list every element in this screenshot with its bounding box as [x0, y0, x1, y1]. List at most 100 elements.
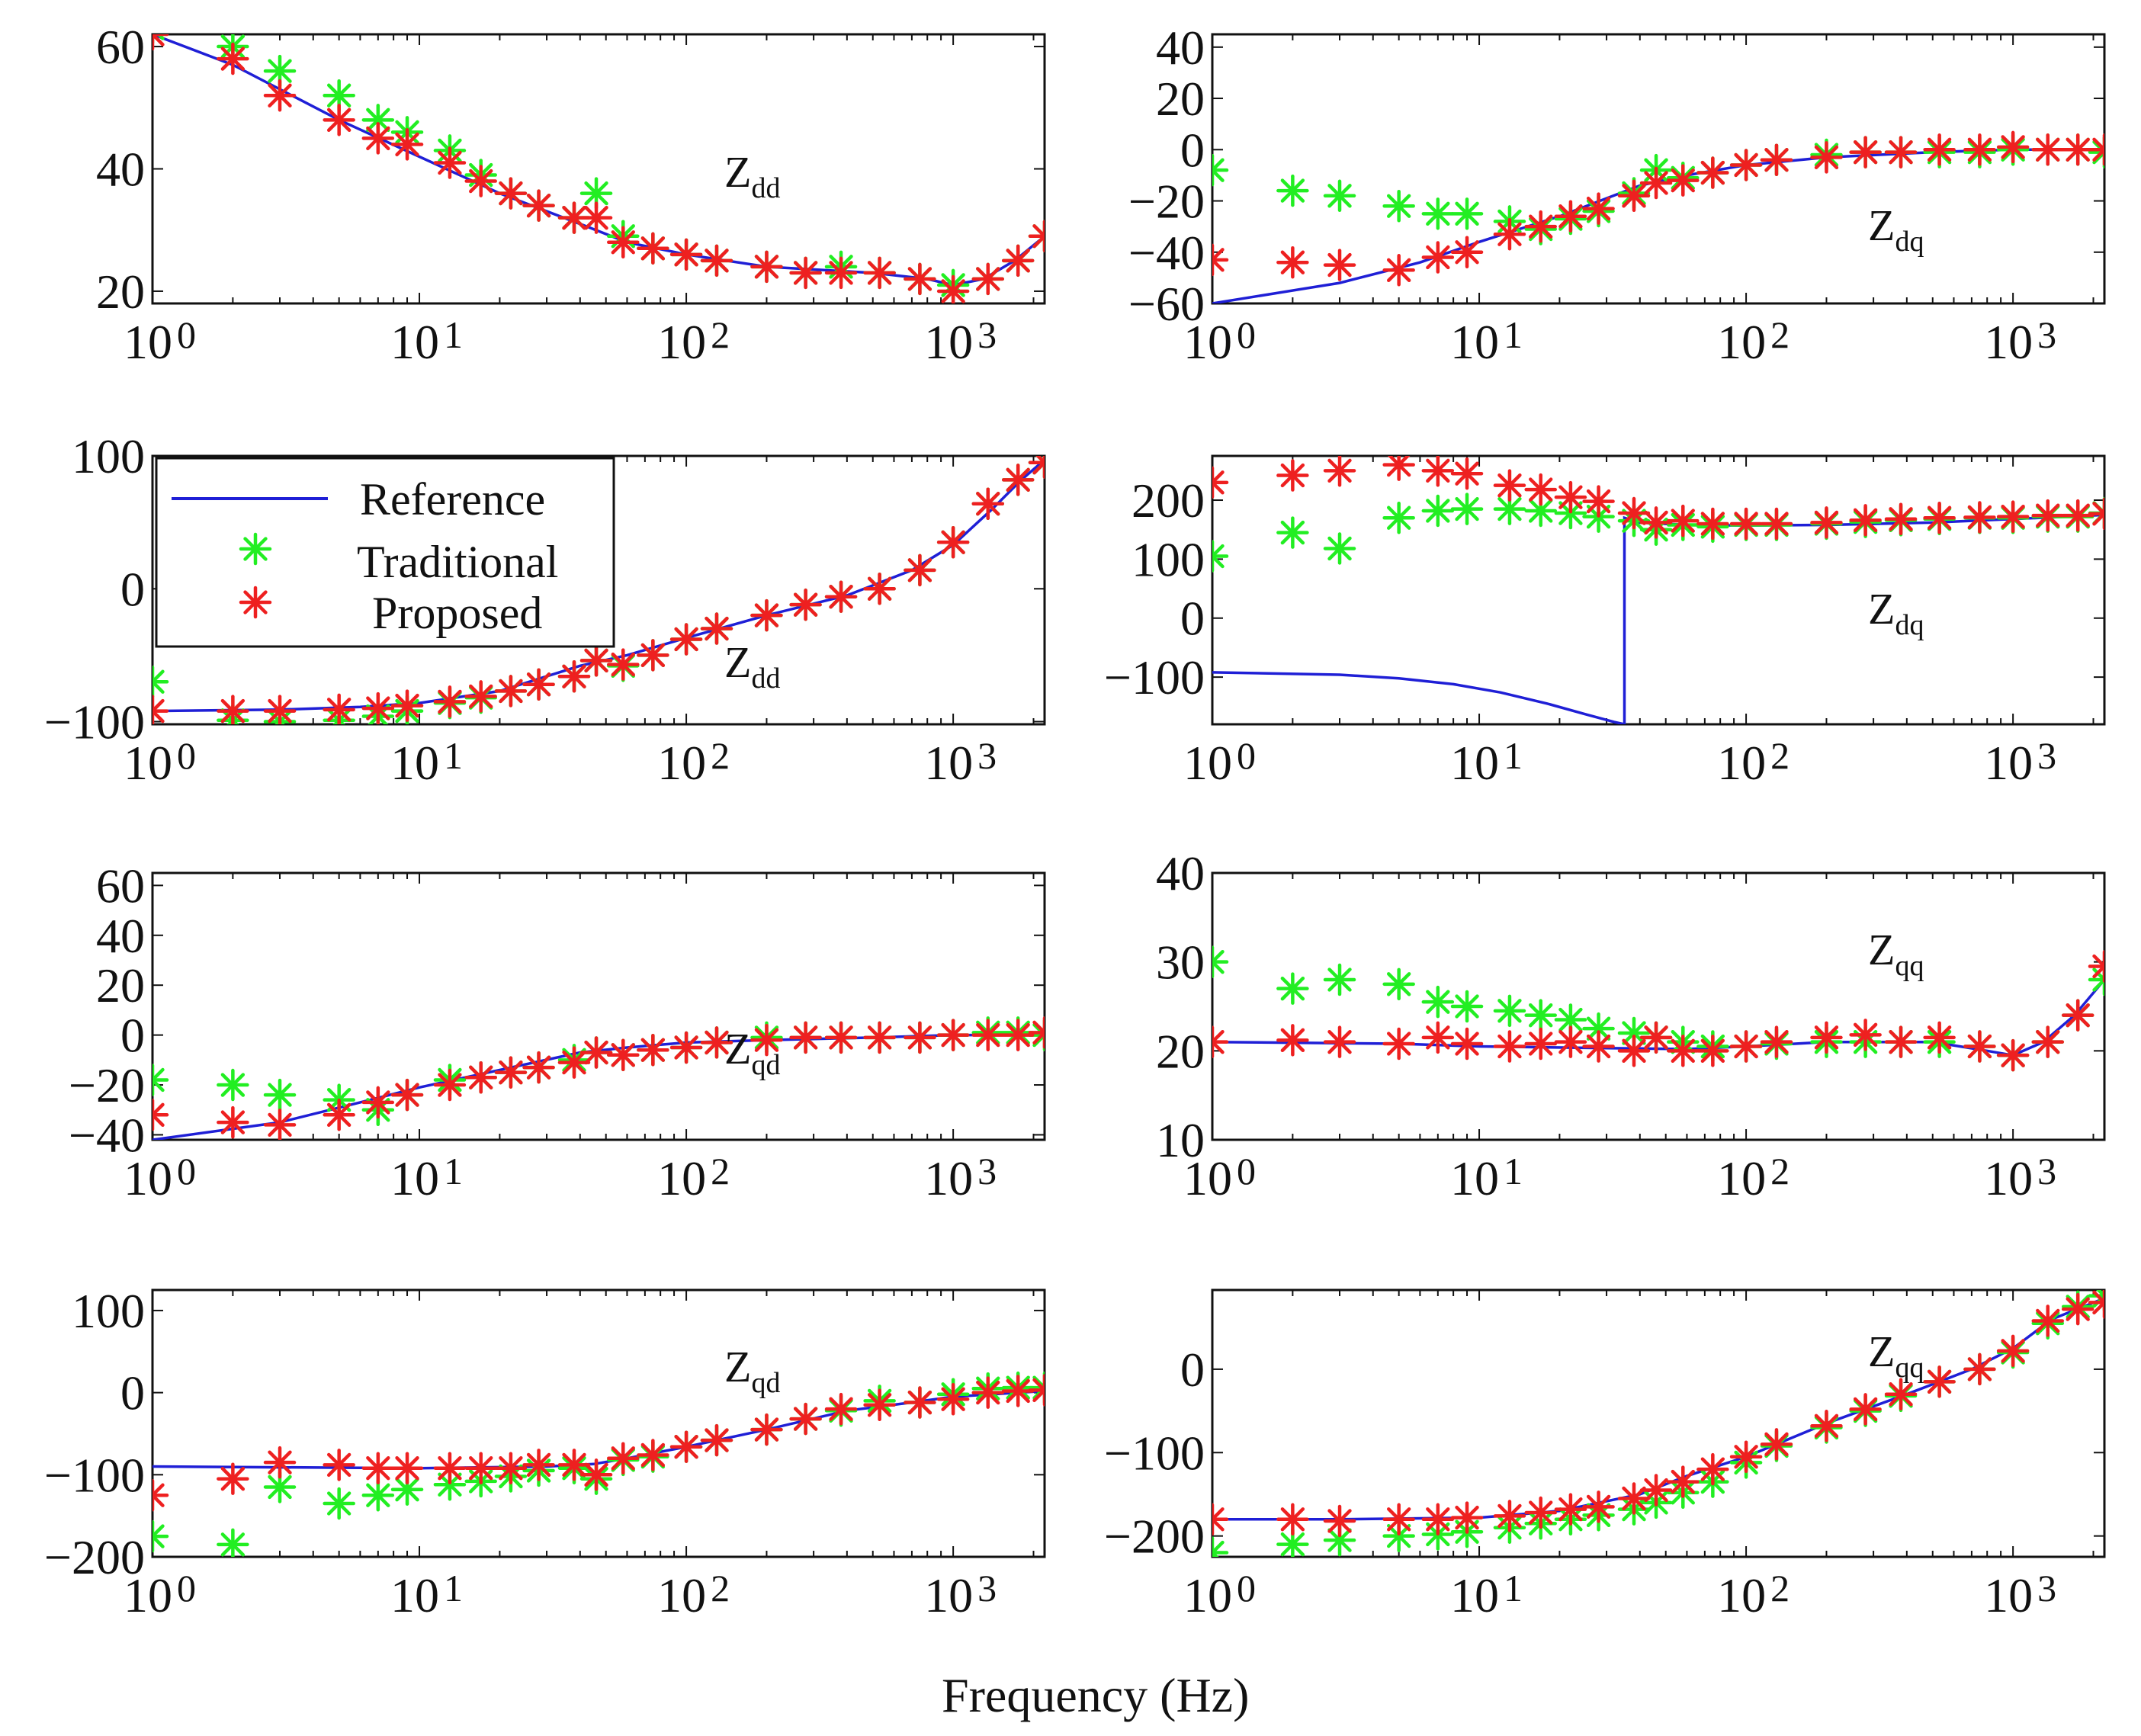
marker-proposed: [2061, 999, 2094, 1032]
marker-proposed: [263, 79, 297, 112]
marker-proposed: [1276, 245, 1309, 279]
marker-proposed: [2031, 133, 2065, 166]
marker-proposed: [494, 1056, 528, 1089]
marker-proposed: [1524, 210, 1557, 243]
marker-proposed: [789, 256, 822, 290]
marker-traditional: [1276, 516, 1309, 549]
y-tick-label: 100: [72, 1284, 145, 1338]
marker-proposed: [1382, 254, 1415, 287]
marker-proposed: [607, 1038, 640, 1072]
marker-proposed: [1323, 1504, 1356, 1538]
marker-proposed: [361, 1086, 395, 1119]
x-tick-exponent: 2: [711, 313, 730, 356]
marker-proposed: [1760, 1025, 1793, 1058]
marker-proposed: [637, 1439, 669, 1471]
y-tick-label: 60: [96, 858, 145, 913]
marker-proposed: [1582, 1491, 1615, 1523]
marker-proposed: [904, 1386, 936, 1419]
marker-proposed: [522, 1051, 555, 1084]
marker-proposed: [1617, 496, 1651, 530]
x-tick-label: 10: [657, 1151, 706, 1205]
marker-proposed: [637, 639, 669, 672]
marker-proposed: [1849, 136, 1882, 168]
x-tick-label: 10: [1717, 1151, 1766, 1205]
marker-proposed: [1696, 1452, 1729, 1486]
marker-traditional: [1450, 493, 1484, 525]
x-tick-label: 10: [1984, 315, 2033, 369]
marker-proposed: [1810, 1021, 1843, 1054]
marker-proposed: [217, 695, 249, 724]
x-tick-label: 10: [1717, 736, 1766, 790]
marker-proposed: [1639, 166, 1673, 200]
marker-traditional: [1421, 494, 1455, 528]
marker-proposed: [1028, 220, 1045, 252]
marker-proposed: [1849, 504, 1882, 537]
marker-proposed: [1696, 156, 1729, 189]
panel-title: Zdq: [1868, 584, 1924, 641]
marker-proposed: [1639, 506, 1673, 539]
x-tick-exponent: 1: [1504, 1567, 1523, 1609]
legend-traditional-star: [239, 532, 272, 566]
marker-proposed: [464, 680, 497, 713]
marker-traditional: [1582, 1012, 1615, 1045]
marker-proposed: [1923, 1021, 1956, 1054]
marker-proposed: [433, 146, 467, 179]
marker-proposed: [1729, 1440, 1763, 1473]
marker-proposed: [2061, 1292, 2094, 1326]
y-tick-label: 40: [1156, 846, 1205, 900]
marker-traditional: [1212, 540, 1229, 573]
x-tick-label: 10: [124, 315, 172, 369]
marker-proposed: [1028, 1374, 1045, 1407]
marker-proposed: [464, 1452, 497, 1484]
marker-proposed: [1996, 1334, 2030, 1368]
marker-traditional: [1276, 972, 1309, 1005]
axes-box: [151, 1288, 1046, 1558]
marker-proposed: [433, 1452, 467, 1484]
marker-proposed: [557, 1046, 591, 1079]
x-tick-label: 10: [390, 736, 439, 790]
y-tick-label: 100: [72, 429, 145, 483]
y-tick-label: −100: [44, 695, 145, 749]
marker-proposed: [669, 1430, 703, 1463]
x-tick-exponent: 3: [2037, 734, 2056, 777]
marker-proposed: [700, 1423, 733, 1457]
marker-proposed: [750, 250, 783, 284]
y-tick-label: 20: [1156, 72, 1205, 126]
legend-reference-label: Reference: [360, 474, 545, 525]
marker-proposed: [1524, 1496, 1557, 1529]
marker-proposed: [361, 122, 395, 155]
marker-proposed: [1582, 1030, 1615, 1063]
marker-traditional: [2088, 136, 2104, 168]
marker-proposed: [637, 232, 669, 265]
y-tick-label: 0: [1180, 1343, 1205, 1397]
marker-proposed: [904, 1021, 936, 1054]
marker-proposed: [464, 165, 497, 197]
marker-proposed: [323, 693, 355, 724]
marker-proposed: [390, 128, 424, 161]
y-tick-label: −40: [1128, 226, 1205, 280]
marker-proposed: [1729, 1030, 1763, 1063]
x-tick-exponent: 1: [444, 313, 463, 356]
x-tick-label: 10: [1183, 315, 1232, 369]
legend-traditional-marker: [239, 532, 272, 566]
marker-proposed: [263, 1446, 297, 1479]
marker-proposed: [1963, 1030, 1996, 1063]
x-tick-label: 10: [390, 315, 439, 369]
series-group: [152, 1371, 1045, 1557]
y-tick-label: −20: [69, 1058, 145, 1112]
marker-proposed: [263, 1109, 297, 1140]
marker-proposed: [1884, 1025, 1918, 1058]
marker-proposed: [1729, 149, 1763, 181]
marker-proposed: [1493, 1030, 1526, 1063]
x-tick-exponent: 3: [977, 313, 997, 356]
marker-proposed: [579, 644, 613, 677]
marker-proposed: [1001, 1019, 1035, 1051]
marker-proposed: [789, 1402, 822, 1436]
marker-proposed: [464, 1061, 497, 1094]
panel-title: Zqq: [1868, 925, 1924, 982]
x-tick-label: 10: [124, 1568, 172, 1622]
marker-proposed: [1760, 143, 1793, 176]
